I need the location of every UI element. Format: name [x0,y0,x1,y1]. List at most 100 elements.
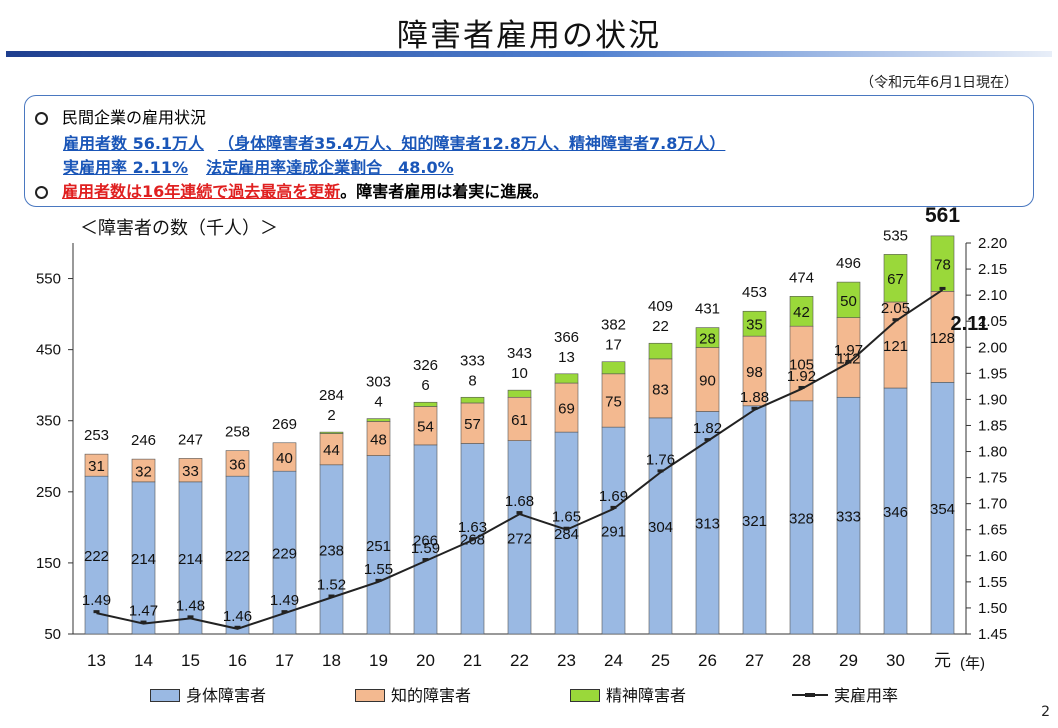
rate-label: 1.82 [693,420,722,437]
right-axis-tick-label: 1.95 [978,365,1007,382]
data-label-physical: 304 [648,519,673,536]
right-axis-tick-label: 1.65 [978,522,1007,539]
data-label-total: 246 [131,432,156,449]
x-axis-tick-label: 21 [463,651,482,670]
rate-point [328,594,335,598]
x-axis-tick-label: 15 [181,651,200,670]
data-label-total: 269 [272,416,297,433]
rate-label: 1.76 [646,451,675,468]
data-label-intellectual: 75 [605,393,622,410]
rate-point [187,615,194,619]
data-label-intellectual: 128 [930,330,955,347]
rate-label: 1.47 [129,603,158,620]
bar-intellectual [225,450,250,477]
data-label-total: 561 [925,204,960,227]
page-title: 障害者雇用の状況 [397,18,661,54]
right-axis-tick-label: 2.20 [978,235,1007,252]
data-label-total: 535 [883,227,908,244]
data-label-intellectual: 40 [276,450,293,467]
data-label-physical: 272 [507,530,532,547]
rate-label: 1.49 [270,592,299,609]
left-axis-tick-label: 150 [36,555,61,572]
data-label-mental: 2 [327,407,335,424]
legend-swatch-mental [570,689,600,702]
left-axis-tick-label: 250 [36,484,61,501]
bar-mental [554,373,579,384]
x-axis-tick-label: 27 [745,651,764,670]
data-label-total: 343 [507,345,532,362]
data-label-mental: 13 [558,349,575,366]
data-label-mental: 42 [793,304,810,321]
title-underline [6,51,1052,57]
data-label-mental: 67 [887,271,904,288]
data-label-physical: 284 [554,526,579,543]
rate-point [281,610,288,614]
rate-label: 1.88 [740,389,769,406]
bar-intellectual [131,458,156,483]
data-label-physical: 328 [789,510,814,527]
rate-point [563,526,570,530]
right-axis-tick-label: 1.80 [978,444,1007,461]
data-label-total: 409 [648,298,673,315]
data-label-physical: 222 [225,548,250,565]
summary-line-2: 雇用者数 56.1万人 （身体障害者35.4万人、知的障害者12.8万人、精神障害… [63,134,726,153]
rate-point [704,438,711,442]
x-axis-tick-label: 18 [322,651,341,670]
left-axis-unit-label: ＜障害者の数（千人）＞ [80,218,278,239]
data-label-intellectual: 48 [370,432,387,449]
data-label-intellectual: 105 [789,356,814,373]
rate-label: 1.52 [317,577,346,594]
data-label-intellectual: 33 [182,463,199,480]
data-label-mental: 17 [605,337,622,354]
x-axis-tick-label: 13 [87,651,106,670]
rate-label: 2.11 [951,313,989,335]
page-number: 2 [1041,704,1050,720]
data-label-intellectual: 83 [652,381,669,398]
data-label-mental: 22 [652,318,669,335]
circle-bullet-icon [35,186,48,199]
data-label-physical: 321 [742,513,767,530]
x-axis-tick-label: 16 [228,651,247,670]
legend-swatch-physical [150,689,180,702]
right-axis-tick-label: 1.45 [978,626,1007,643]
rate-label: 1.46 [223,608,252,625]
rate-point [234,625,241,629]
legend-line-icon [792,693,828,697]
right-axis-tick-label: 1.90 [978,391,1007,408]
data-label-mental: 8 [468,372,476,389]
data-label-intellectual: 54 [417,419,434,436]
data-label-mental: 10 [511,365,528,382]
data-label-total: 326 [413,357,438,374]
data-label-total: 258 [225,424,250,441]
data-label-intellectual: 32 [135,463,152,480]
rate-label: 1.55 [364,561,393,578]
rate-label: 1.63 [458,519,487,536]
data-label-physical: 229 [272,546,297,563]
data-label-intellectual: 90 [699,372,716,389]
x-axis-tick-label: 22 [510,651,529,670]
rate-label: 1.97 [834,342,863,359]
data-label-intellectual: 31 [88,458,105,475]
bar-mental [460,396,485,404]
data-label-physical: 346 [883,504,908,521]
bar-intellectual [84,453,109,477]
left-axis-tick-label: 350 [36,413,61,430]
rate-point [657,469,664,473]
data-label-physical: 333 [836,509,861,526]
bar-mental [319,431,344,434]
bar-mental [413,401,438,407]
rate-point [798,385,805,389]
rate-label: 1.65 [552,509,581,526]
data-label-total: 453 [742,284,767,301]
right-axis-tick-label: 2.10 [978,287,1007,304]
right-axis-tick-label: 1.85 [978,417,1007,434]
bar-mental [366,418,391,422]
data-label-total: 284 [319,387,344,404]
right-axis-tick-label: 1.70 [978,496,1007,513]
data-label-intellectual: 112 [837,350,861,367]
data-label-mental: 4 [374,394,382,411]
data-label-mental: 28 [699,331,716,348]
data-label-intellectual: 121 [883,338,908,355]
bar-mental [507,389,532,398]
